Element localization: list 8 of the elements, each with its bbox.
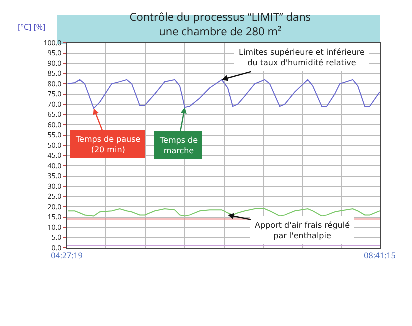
- annotation: Apport d'air frais régulé par l'enthalpie: [255, 221, 350, 240]
- chart-title: Contrôle du processus “LIMIT” dans une chambre de 280 m²: [130, 10, 312, 40]
- annotation: Temps de pause (20 min): [75, 135, 141, 154]
- y-axis-title: [°C] [%]: [18, 22, 46, 33]
- x-tick-label: 04:27:19: [51, 250, 84, 262]
- annotation: Temps de marche: [159, 136, 198, 156]
- x-tick-label: 08:41:15: [364, 250, 396, 262]
- annotation: Limites supérieure et inférieure du taux d'humidité relative: [239, 48, 366, 68]
